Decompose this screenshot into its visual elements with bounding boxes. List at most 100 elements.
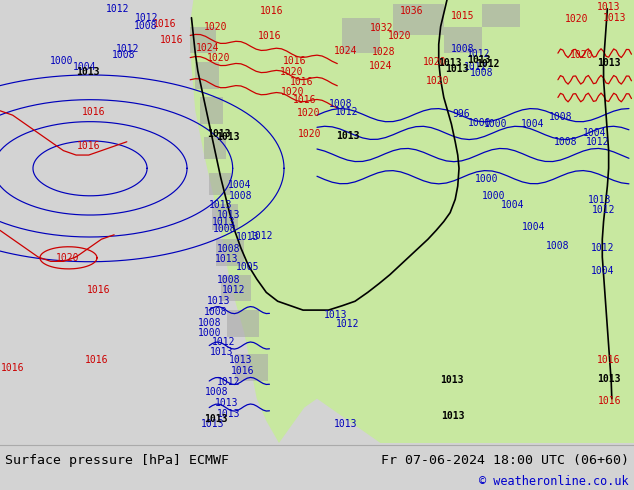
Text: 1012: 1012	[476, 59, 500, 69]
Text: 1016: 1016	[84, 355, 108, 365]
Text: 1013: 1013	[216, 210, 240, 220]
Text: 1016: 1016	[289, 77, 313, 87]
Text: 1004: 1004	[521, 119, 545, 129]
Text: 1012: 1012	[585, 137, 609, 147]
Text: 1004: 1004	[72, 62, 96, 73]
Text: Surface pressure [hPa] ECMWF: Surface pressure [hPa] ECMWF	[5, 454, 229, 467]
Text: 1008: 1008	[451, 44, 475, 54]
Text: 1024: 1024	[333, 46, 358, 56]
Text: 1004: 1004	[583, 128, 607, 138]
Text: 1008: 1008	[197, 318, 221, 328]
Text: 1016: 1016	[283, 56, 307, 66]
Text: 1020: 1020	[570, 50, 594, 60]
Bar	[482, 4, 520, 26]
Text: 1013: 1013	[603, 13, 627, 23]
Text: 1016: 1016	[77, 141, 101, 151]
Text: 1013: 1013	[207, 296, 231, 306]
Text: 1013: 1013	[597, 374, 621, 384]
Text: 1013: 1013	[588, 195, 612, 205]
Text: 1016: 1016	[1, 363, 25, 373]
Text: 1020: 1020	[297, 129, 321, 139]
Text: 1013: 1013	[215, 398, 239, 408]
Text: 1012: 1012	[592, 205, 616, 216]
Text: 1020: 1020	[207, 53, 231, 64]
Text: 1013: 1013	[216, 409, 240, 419]
Text: 1016: 1016	[153, 20, 177, 29]
Bar	[221, 275, 251, 301]
Text: 1016: 1016	[159, 35, 183, 45]
Bar	[204, 137, 226, 159]
Text: 1005: 1005	[235, 262, 259, 271]
Text: 1013: 1013	[438, 58, 462, 68]
Text: 1013: 1013	[440, 375, 464, 385]
Text: 1013: 1013	[324, 310, 348, 319]
Text: 1016: 1016	[597, 355, 621, 365]
Text: 1004: 1004	[590, 266, 614, 276]
Text: 1013: 1013	[201, 419, 225, 429]
Text: 1024: 1024	[368, 61, 392, 72]
Text: 1020: 1020	[565, 14, 589, 24]
Text: 1008: 1008	[216, 275, 240, 285]
Text: 996: 996	[453, 109, 470, 119]
Text: © weatheronline.co.uk: © weatheronline.co.uk	[479, 475, 629, 488]
Text: 1012: 1012	[467, 49, 491, 59]
Bar	[235, 354, 268, 381]
Text: 1008: 1008	[546, 241, 570, 251]
Bar	[212, 204, 238, 230]
Polygon shape	[190, 0, 634, 443]
Text: 1020: 1020	[280, 67, 304, 77]
Text: 1008: 1008	[205, 387, 229, 397]
Text: 1020: 1020	[422, 57, 446, 67]
Text: 1020: 1020	[297, 108, 321, 118]
Bar	[444, 26, 482, 53]
Text: 1013: 1013	[209, 199, 233, 210]
Text: 1013: 1013	[75, 67, 100, 77]
Text: 1004: 1004	[228, 180, 252, 190]
Text: 1012: 1012	[221, 285, 245, 295]
Text: 1008: 1008	[229, 191, 253, 201]
Bar	[342, 18, 380, 53]
Text: 1000: 1000	[467, 118, 491, 128]
Text: 1008: 1008	[112, 50, 136, 60]
Text: 1000: 1000	[49, 56, 74, 66]
Text: Fr 07-06-2024 18:00 UTC (06+60): Fr 07-06-2024 18:00 UTC (06+60)	[381, 454, 629, 467]
Text: 1012: 1012	[216, 377, 240, 387]
Text: 1015: 1015	[451, 10, 475, 21]
Text: 1008: 1008	[329, 99, 353, 109]
Text: 1016: 1016	[230, 366, 254, 376]
Text: 1008: 1008	[216, 244, 240, 254]
Text: 1012: 1012	[463, 62, 488, 73]
Text: 1008: 1008	[213, 224, 237, 235]
Bar	[200, 98, 223, 124]
Bar	[393, 4, 444, 35]
Text: 1012: 1012	[211, 337, 235, 347]
Text: 1000: 1000	[481, 191, 505, 201]
Text: 1012: 1012	[335, 107, 359, 117]
Text: 1020: 1020	[56, 253, 80, 263]
Text: 1013: 1013	[467, 55, 491, 65]
Text: 1013: 1013	[441, 412, 465, 421]
Text: 1004: 1004	[522, 222, 546, 232]
Text: 1000: 1000	[484, 119, 508, 129]
Text: 1012: 1012	[105, 4, 129, 14]
Bar	[209, 173, 231, 195]
Text: 1008: 1008	[134, 21, 158, 31]
Text: 1008: 1008	[204, 307, 228, 318]
Text: 1024: 1024	[196, 43, 220, 53]
Text: 1020: 1020	[281, 87, 305, 97]
Text: 1008: 1008	[470, 68, 494, 78]
Text: 1012: 1012	[135, 13, 159, 23]
Text: 1036: 1036	[400, 5, 424, 16]
Text: 1016: 1016	[86, 285, 110, 295]
Text: 1013: 1013	[335, 131, 359, 142]
Text: 1020: 1020	[387, 31, 411, 41]
Text: 1012: 1012	[590, 243, 614, 253]
Text: 1016: 1016	[82, 107, 106, 117]
Text: 1016: 1016	[257, 31, 281, 41]
Text: 1000: 1000	[197, 328, 221, 338]
Text: 1016: 1016	[292, 95, 316, 105]
Text: 1032: 1032	[370, 23, 394, 33]
Text: 1020: 1020	[425, 75, 450, 86]
Text: 1004: 1004	[500, 199, 524, 210]
Text: 1013: 1013	[229, 355, 253, 365]
